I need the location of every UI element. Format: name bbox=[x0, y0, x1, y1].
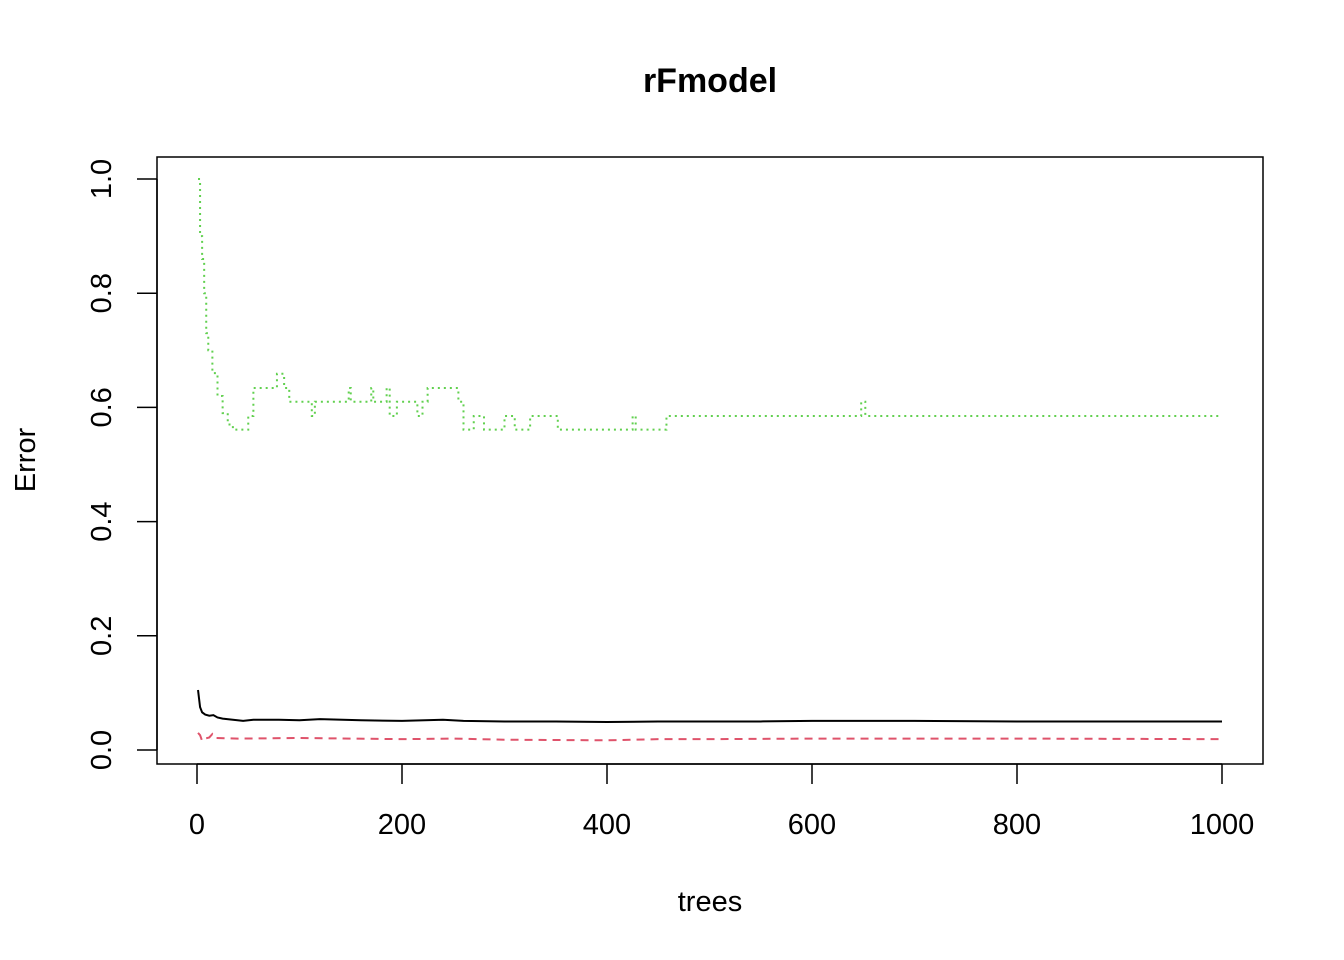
series-lines bbox=[197, 178, 1223, 743]
x-axis-label: trees bbox=[678, 886, 742, 918]
series-line-solid bbox=[197, 689, 1222, 724]
y-tick-label: 0.6 bbox=[86, 387, 118, 427]
y-axis-label: Error bbox=[10, 427, 42, 492]
x-tick-label: 400 bbox=[583, 809, 631, 841]
y-tick-label: 1.0 bbox=[86, 159, 118, 199]
series-line-dotted bbox=[198, 178, 1222, 431]
x-tick-label: 0 bbox=[189, 809, 205, 841]
series-line-dashed bbox=[197, 732, 1223, 743]
x-tick-label: 1000 bbox=[1190, 809, 1255, 841]
y-tick-label: 0.2 bbox=[86, 616, 118, 656]
x-tick-label: 600 bbox=[788, 809, 836, 841]
plot-box bbox=[156, 156, 1264, 765]
chart-title: rFmodel bbox=[643, 62, 777, 100]
y-axis: 0.0 0.2 0.4 0.6 0.8 1.0 bbox=[86, 159, 158, 770]
y-tick-label: 0.8 bbox=[86, 273, 118, 313]
y-tick-label: 0.4 bbox=[86, 501, 118, 541]
x-axis: 0 200 400 600 800 1000 bbox=[189, 763, 1255, 841]
y-tick-label: 0.0 bbox=[86, 730, 118, 770]
x-tick-label: 200 bbox=[378, 809, 426, 841]
x-tick-label: 800 bbox=[993, 809, 1041, 841]
